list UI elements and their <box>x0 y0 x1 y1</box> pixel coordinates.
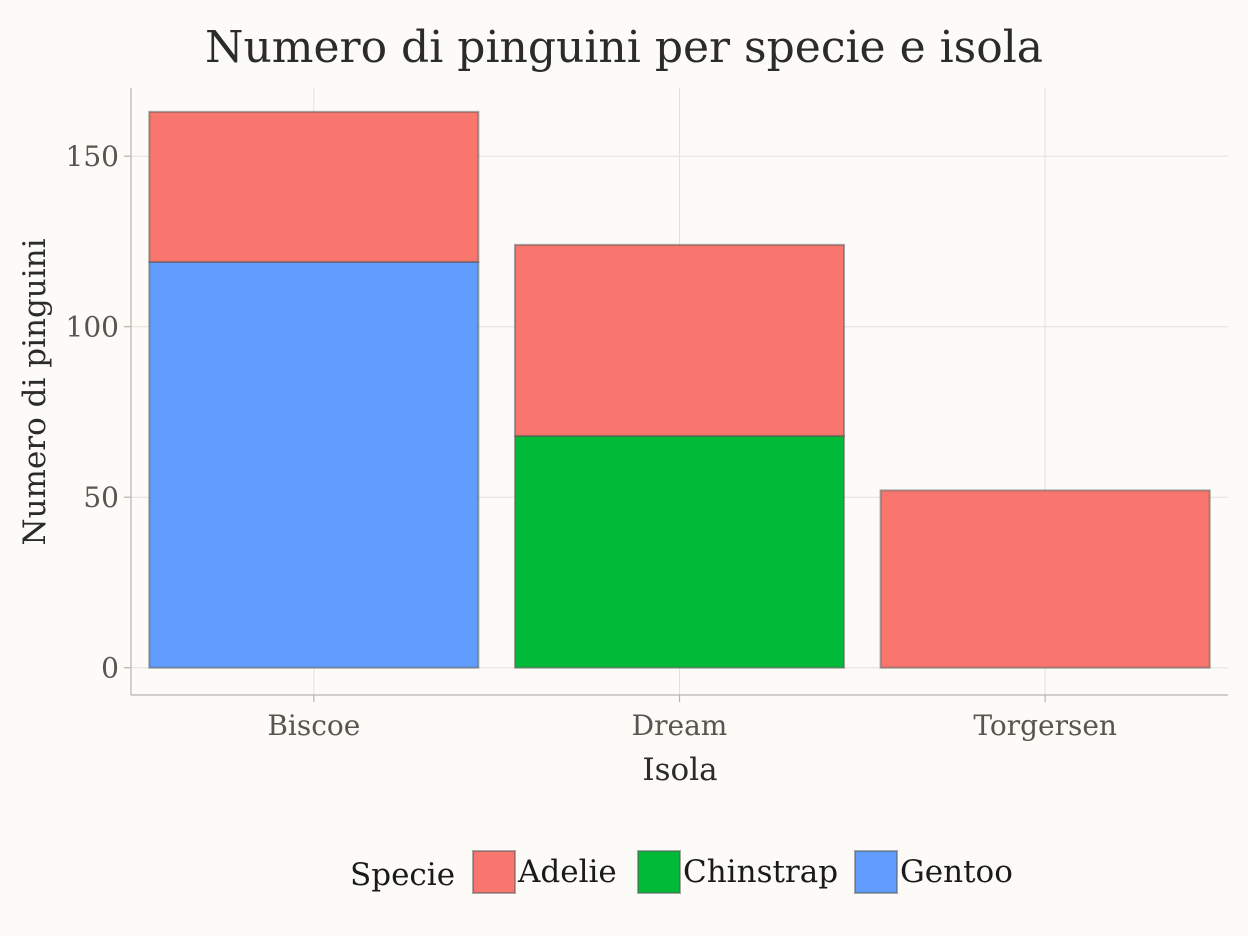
legend-title: Specie <box>350 857 455 893</box>
legend-key-gentoo <box>854 850 898 894</box>
bar-dream-chinstrap <box>513 434 846 669</box>
bar-torgersen-adelie <box>879 489 1211 669</box>
bars-layer <box>148 110 1211 669</box>
legend-label-gentoo: Gentoo <box>900 854 1013 890</box>
legend-label-chinstrap: Chinstrap <box>683 854 838 890</box>
x-tick-label: Biscoe <box>267 709 360 742</box>
y-tick-label: 100 <box>66 311 119 344</box>
x-tick-label: Dream <box>632 709 728 742</box>
x-axis-title: Isola <box>642 752 717 788</box>
y-tick-label: 50 <box>83 481 119 514</box>
legend: Specie Adelie Chinstrap Gentoo <box>350 850 1013 894</box>
legend-key-adelie <box>472 850 516 894</box>
y-tick-label: 0 <box>101 652 119 685</box>
chart-title: Numero di pinguini per specie e isola <box>205 22 1043 73</box>
legend-key-chinstrap <box>637 850 681 894</box>
axes-layer: 0 50 100 150 Biscoe Dream Torgersen <box>66 88 1228 742</box>
y-tick-label: 150 <box>66 140 119 173</box>
bar-dream-adelie <box>513 243 846 437</box>
bar-biscoe-gentoo <box>148 260 480 669</box>
legend-label-adelie: Adelie <box>517 854 617 890</box>
y-axis-title: Numero di pinguini <box>17 238 53 545</box>
x-tick-label: Torgersen <box>973 709 1117 742</box>
bar-biscoe-adelie <box>148 110 480 263</box>
